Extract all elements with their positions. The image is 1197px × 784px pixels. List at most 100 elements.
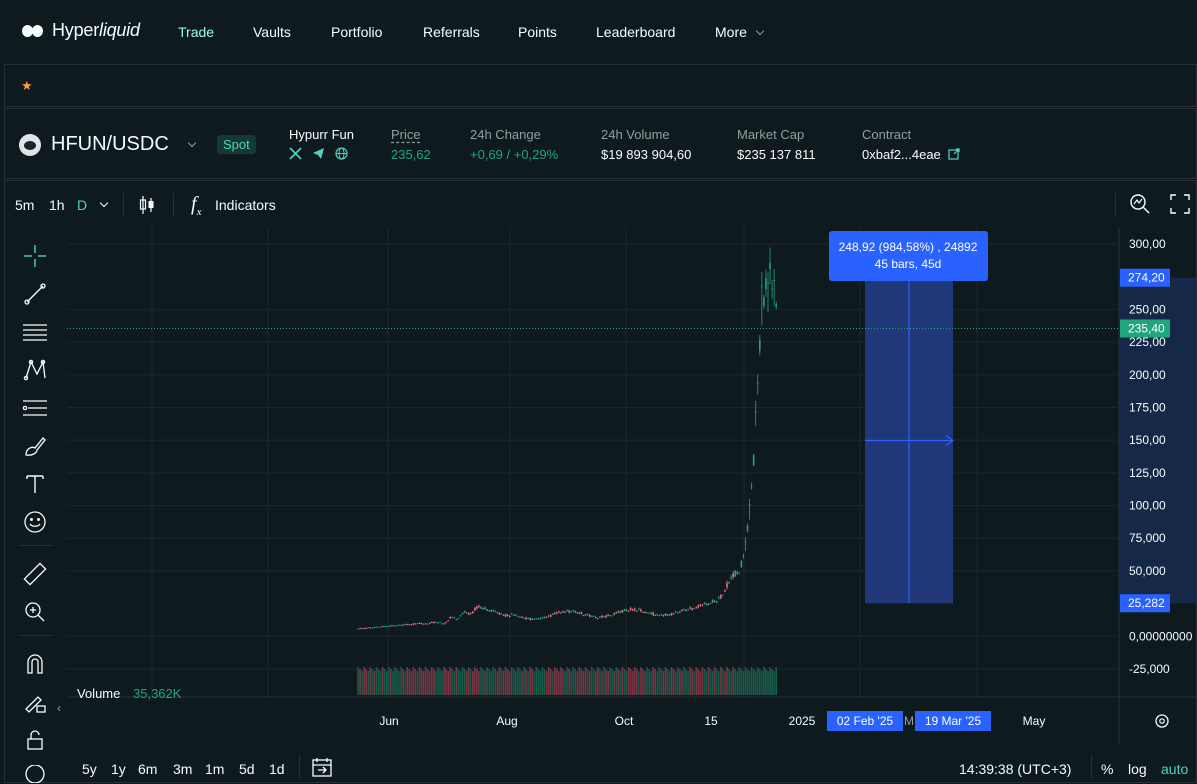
candle-body	[574, 610, 577, 613]
volume-bar	[541, 667, 544, 695]
horizontal-lines-icon[interactable]	[19, 317, 51, 347]
volume-label: 24h Volume	[601, 127, 670, 142]
volume-bar	[558, 671, 560, 695]
candle-body	[539, 617, 542, 620]
candle-body	[496, 612, 499, 614]
nav-item-points[interactable]: Points	[518, 24, 557, 40]
candle-body	[478, 605, 480, 607]
candle-body	[543, 616, 546, 619]
candle-body	[414, 623, 417, 625]
emoji-icon[interactable]	[19, 507, 51, 537]
candle-body	[492, 610, 495, 612]
magnet-icon[interactable]	[19, 649, 51, 679]
pair-selector[interactable]: HFUN/USDC	[19, 133, 197, 156]
volume-bar	[537, 669, 540, 695]
volume-bar	[578, 667, 581, 695]
brush-icon[interactable]	[19, 431, 51, 461]
candle-body	[664, 613, 667, 616]
candle-body	[494, 611, 497, 613]
volume-bar	[761, 671, 763, 695]
nav-item-leaderboard[interactable]: Leaderboard	[596, 24, 676, 40]
volume-bar	[547, 667, 550, 695]
volume-bar	[677, 667, 679, 695]
candle-body	[410, 624, 413, 626]
volume-bar	[664, 667, 667, 695]
volume-bar	[658, 667, 661, 695]
volume-bar	[390, 669, 392, 695]
lock-icon[interactable]	[19, 725, 51, 755]
nav-item-portfolio[interactable]: Portfolio	[331, 24, 383, 40]
auto-scale-toggle[interactable]: auto	[1161, 761, 1189, 777]
collapse-toolbar-chevron-icon[interactable]: ‹	[57, 701, 61, 715]
bottom-divider	[1091, 755, 1092, 779]
ruler-icon[interactable]	[19, 559, 51, 589]
volume-bar	[701, 667, 704, 695]
x-twitter-icon[interactable]	[289, 147, 302, 160]
candle-body	[648, 612, 650, 614]
chart-settings-gear-icon[interactable]	[1155, 714, 1169, 728]
candle-body	[480, 606, 482, 609]
text-tool-icon[interactable]	[19, 469, 51, 499]
interval-1h[interactable]: 1h	[49, 197, 65, 213]
candle-body	[515, 614, 517, 616]
pattern-icon[interactable]	[19, 355, 51, 385]
globe-icon[interactable]	[335, 147, 348, 160]
nav-item-vaults[interactable]: Vaults	[253, 24, 291, 40]
tool-divider	[19, 635, 53, 636]
range-1d[interactable]: 1d	[269, 761, 285, 777]
range-3m[interactable]: 3m	[173, 761, 193, 777]
contract-value[interactable]: 0xbaf2...4eae	[862, 147, 961, 162]
interval-d[interactable]: D	[77, 197, 88, 213]
candle-style-icon[interactable]	[139, 195, 155, 218]
telegram-icon[interactable]	[312, 147, 325, 160]
candle-body	[773, 280, 775, 282]
range-5d[interactable]: 5d	[239, 761, 255, 777]
time-tick-label: Jun	[379, 714, 398, 728]
candle-body	[683, 609, 685, 611]
candle-body	[705, 603, 708, 606]
app-logo[interactable]: Hyperliquid	[22, 20, 140, 41]
candle-body	[519, 616, 521, 618]
candle-body	[697, 605, 700, 608]
nav-item-more[interactable]: More	[715, 24, 765, 40]
volume-bar	[551, 671, 554, 695]
volume-bar	[582, 671, 585, 695]
lock-drawing-icon[interactable]	[19, 687, 51, 717]
zoom-in-icon[interactable]	[19, 597, 51, 627]
volume-bar	[765, 669, 767, 695]
percent-scale-toggle[interactable]: %	[1101, 761, 1114, 777]
volume-bar	[539, 671, 542, 695]
fib-levels-icon[interactable]	[19, 393, 51, 423]
crosshair-icon[interactable]	[19, 241, 51, 271]
nav-item-referrals[interactable]: Referrals	[423, 24, 480, 40]
candle-body	[674, 611, 677, 613]
candle-body	[558, 611, 560, 613]
range-5y[interactable]: 5y	[82, 761, 97, 777]
price-chart[interactable]: 248,92 (984,58%) , 24892 45 bars, 45d 300,…	[5, 227, 1197, 745]
quick-search-icon[interactable]	[1129, 193, 1151, 218]
candle-body	[619, 610, 622, 614]
volume-bar	[482, 669, 484, 695]
eye-icon[interactable]	[19, 765, 51, 783]
token-name: Hypurr Fun	[289, 127, 355, 142]
indicators-button[interactable]: fx	[191, 193, 201, 218]
range-1y[interactable]: 1y	[111, 761, 126, 777]
indicators-label[interactable]: Indicators	[215, 197, 276, 213]
fullscreen-icon[interactable]	[1169, 193, 1191, 218]
candle-body	[404, 624, 406, 626]
candle-body	[592, 615, 595, 617]
trend-line-icon[interactable]	[19, 279, 51, 309]
range-6m[interactable]: 6m	[138, 761, 158, 777]
interval-dropdown-chevron-icon[interactable]	[99, 198, 109, 208]
nav-item-trade[interactable]: Trade	[178, 24, 215, 40]
volume-bar	[705, 671, 708, 695]
goto-date-icon[interactable]	[311, 756, 333, 783]
interval-5m[interactable]: 5m	[15, 197, 35, 213]
volume-bar	[607, 671, 609, 695]
volume-bar	[726, 667, 728, 695]
candle-body	[636, 610, 638, 612]
star-icon[interactable]: ★	[21, 78, 33, 93]
chart-clock[interactable]: 14:39:38 (UTC+3)	[959, 761, 1072, 777]
log-scale-toggle[interactable]: log	[1128, 761, 1147, 777]
range-1m[interactable]: 1m	[205, 761, 225, 777]
